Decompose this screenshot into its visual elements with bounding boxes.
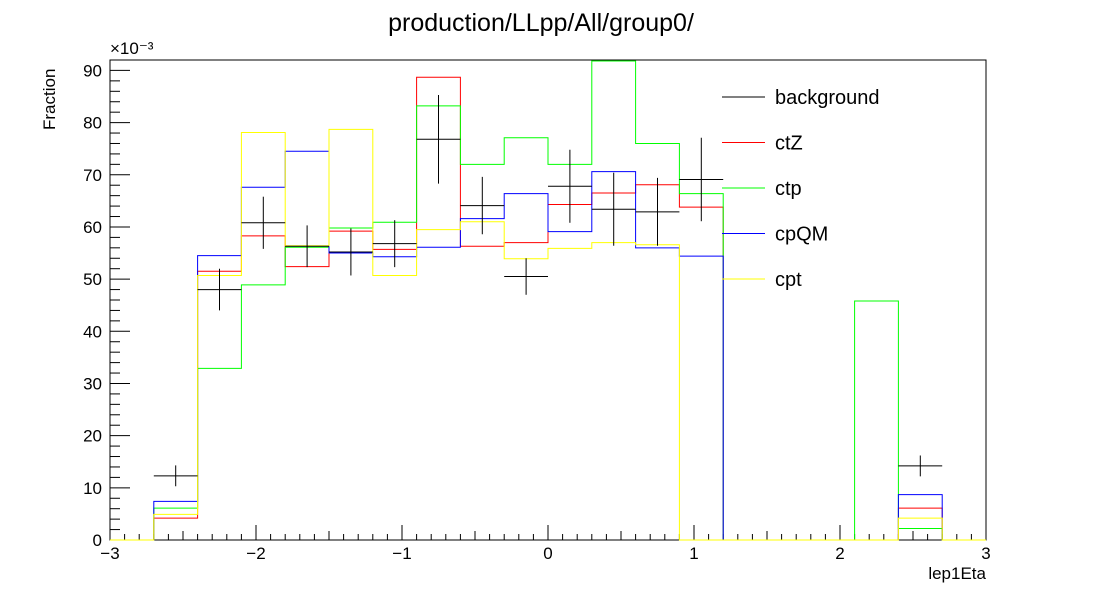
data-point bbox=[241, 196, 286, 249]
x-tick-label: 3 bbox=[981, 544, 990, 563]
legend-item: ctp bbox=[722, 178, 802, 200]
y-tick-label: 70 bbox=[83, 166, 102, 185]
y-tick-label: 10 bbox=[83, 479, 102, 498]
x-axis-label: lep1Eta bbox=[928, 564, 986, 583]
data-point bbox=[285, 225, 329, 268]
data-point bbox=[635, 177, 680, 246]
y-axis: 0 10 20 30 40 50 60 70 80 90 bbox=[83, 59, 130, 550]
y-tick-label: 0 bbox=[93, 531, 102, 550]
data-point bbox=[416, 94, 461, 184]
x-tick-label: −1 bbox=[392, 544, 411, 563]
y-tick-label: 90 bbox=[83, 61, 102, 80]
data-point bbox=[679, 137, 724, 222]
series-cpt bbox=[110, 128, 986, 541]
legend-item: cpt bbox=[722, 269, 802, 291]
data-point bbox=[504, 258, 548, 295]
legend-item: ctZ bbox=[722, 133, 803, 155]
x-tick-label: 2 bbox=[835, 544, 844, 563]
data-point bbox=[372, 220, 417, 268]
series-layer bbox=[110, 60, 986, 541]
legend-label: background bbox=[775, 87, 880, 109]
legend-item: cpQM bbox=[722, 224, 828, 246]
y-multiplier-label: ×10⁻³ bbox=[110, 39, 154, 58]
histogram-step-line bbox=[110, 128, 986, 541]
y-tick-label: 60 bbox=[83, 218, 102, 237]
legend-label: cpQM bbox=[775, 224, 828, 246]
data-point bbox=[591, 172, 636, 246]
chart-title: production/LLpp/All/group0/ bbox=[388, 9, 694, 37]
series-background bbox=[153, 94, 943, 487]
y-tick-label: 40 bbox=[83, 322, 102, 341]
legend-item: background bbox=[722, 87, 880, 109]
x-axis: −3 −2 −1 0 1 2 3 bbox=[100, 525, 991, 563]
legend-label: cpt bbox=[775, 269, 802, 291]
data-point bbox=[898, 455, 943, 477]
data-point bbox=[548, 149, 592, 223]
y-tick-label: 80 bbox=[83, 114, 102, 133]
y-tick-label: 20 bbox=[83, 427, 102, 446]
x-tick-label: −3 bbox=[100, 544, 119, 563]
y-tick-label: 30 bbox=[83, 374, 102, 393]
y-tick-label: 50 bbox=[83, 270, 102, 289]
data-point bbox=[329, 228, 373, 276]
legend: background ctZ ctp cpQM cpt bbox=[722, 87, 880, 291]
data-point bbox=[197, 268, 242, 311]
x-tick-label: 0 bbox=[543, 544, 552, 563]
data-point bbox=[153, 465, 198, 487]
data-point bbox=[460, 176, 505, 235]
legend-label: ctp bbox=[775, 178, 802, 200]
legend-label: ctZ bbox=[775, 133, 803, 155]
y-axis-label: Fraction bbox=[40, 69, 59, 130]
x-tick-label: −2 bbox=[246, 544, 265, 563]
x-tick-label: 1 bbox=[689, 544, 698, 563]
